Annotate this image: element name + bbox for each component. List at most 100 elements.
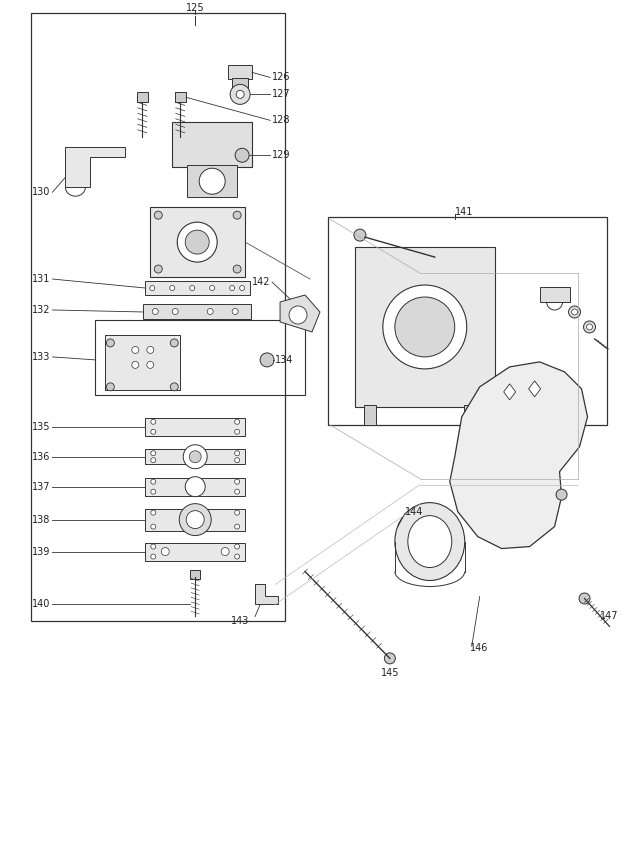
Circle shape <box>106 383 115 391</box>
Text: 125: 125 <box>186 3 205 12</box>
Circle shape <box>289 306 307 324</box>
Bar <box>151 207 245 277</box>
Bar <box>146 478 245 495</box>
Bar <box>187 165 237 197</box>
Text: 133: 133 <box>32 352 50 362</box>
Circle shape <box>185 230 209 254</box>
Polygon shape <box>66 147 125 187</box>
Circle shape <box>234 430 239 434</box>
Circle shape <box>234 450 239 456</box>
Circle shape <box>239 286 244 290</box>
Circle shape <box>234 524 239 529</box>
Circle shape <box>183 445 207 469</box>
Circle shape <box>189 450 201 462</box>
Circle shape <box>571 309 578 315</box>
Text: 126: 126 <box>272 73 290 82</box>
Circle shape <box>186 511 204 528</box>
Circle shape <box>234 554 239 559</box>
Circle shape <box>235 148 249 162</box>
Circle shape <box>152 308 158 314</box>
Circle shape <box>151 510 156 515</box>
Bar <box>146 449 245 464</box>
Text: 136: 136 <box>32 452 50 462</box>
Circle shape <box>579 593 590 604</box>
Bar <box>143 304 251 319</box>
Circle shape <box>233 211 241 219</box>
Circle shape <box>384 653 396 664</box>
Circle shape <box>234 544 239 549</box>
Circle shape <box>132 361 139 368</box>
Circle shape <box>154 265 163 273</box>
Circle shape <box>190 286 195 290</box>
Bar <box>175 93 186 102</box>
Bar <box>464 404 476 425</box>
Circle shape <box>106 339 115 347</box>
Circle shape <box>207 308 213 314</box>
Circle shape <box>151 554 156 559</box>
Bar <box>146 281 250 295</box>
Text: 140: 140 <box>32 599 50 610</box>
Circle shape <box>151 544 156 549</box>
Circle shape <box>151 450 156 456</box>
Circle shape <box>199 168 225 194</box>
Circle shape <box>147 346 154 353</box>
Text: 146: 146 <box>470 643 488 653</box>
Circle shape <box>234 479 239 484</box>
Circle shape <box>234 489 239 494</box>
Bar <box>137 93 148 102</box>
Circle shape <box>221 547 229 556</box>
Text: 134: 134 <box>275 355 294 365</box>
Circle shape <box>151 489 156 494</box>
Text: 139: 139 <box>32 546 50 557</box>
Circle shape <box>169 286 175 290</box>
Circle shape <box>170 383 178 391</box>
Circle shape <box>383 285 467 369</box>
Circle shape <box>230 84 250 104</box>
Circle shape <box>587 324 592 330</box>
Text: 128: 128 <box>272 115 290 126</box>
Circle shape <box>233 265 241 273</box>
Text: 143: 143 <box>231 617 249 626</box>
Circle shape <box>354 229 366 241</box>
Text: 135: 135 <box>32 422 50 432</box>
Text: 142: 142 <box>251 277 270 287</box>
Circle shape <box>260 353 274 367</box>
Text: 127: 127 <box>272 89 290 100</box>
Circle shape <box>170 339 178 347</box>
Polygon shape <box>540 287 570 302</box>
Circle shape <box>172 308 178 314</box>
Circle shape <box>151 419 156 424</box>
Text: 129: 129 <box>272 151 290 160</box>
Circle shape <box>161 547 169 556</box>
Circle shape <box>583 321 595 333</box>
Text: 147: 147 <box>600 611 618 622</box>
Circle shape <box>180 504 211 535</box>
Bar <box>146 508 245 531</box>
Circle shape <box>151 479 156 484</box>
Circle shape <box>234 458 239 462</box>
Circle shape <box>185 476 205 497</box>
Bar <box>172 122 252 167</box>
Circle shape <box>210 286 215 290</box>
Circle shape <box>151 458 156 462</box>
Bar <box>232 79 248 89</box>
Polygon shape <box>503 384 515 400</box>
Ellipse shape <box>395 502 465 580</box>
Text: 144: 144 <box>405 507 423 517</box>
Polygon shape <box>255 585 278 604</box>
Text: 132: 132 <box>32 305 50 315</box>
Circle shape <box>236 90 244 99</box>
Text: 145: 145 <box>381 669 399 678</box>
Text: 141: 141 <box>455 207 473 217</box>
Circle shape <box>150 286 155 290</box>
Text: 131: 131 <box>32 274 50 284</box>
Bar <box>146 543 245 560</box>
Bar <box>228 66 252 80</box>
Circle shape <box>177 223 217 262</box>
Circle shape <box>234 510 239 515</box>
Bar <box>355 247 495 407</box>
Circle shape <box>151 430 156 434</box>
Bar <box>105 335 180 390</box>
Bar <box>146 417 245 436</box>
Polygon shape <box>450 362 588 548</box>
